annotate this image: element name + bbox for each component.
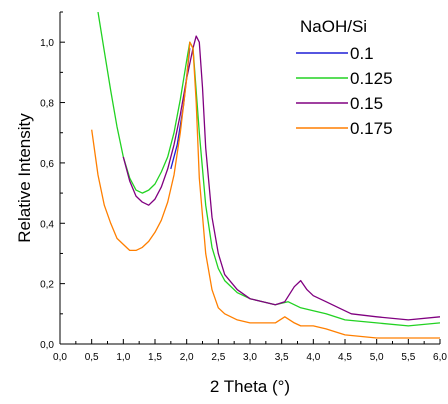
y-tick-label: 0,4 bbox=[40, 219, 54, 230]
series-line-0.175 bbox=[91, 41, 440, 339]
x-ticks: 0,0 0,5 1,0 1,5 2,0 2,5 3,0 3,5 4,0 4,5 5,0 5,5 6,0 bbox=[53, 339, 447, 363]
x-tick-label: 2,5 bbox=[211, 352, 225, 363]
x-tick-label: 3,5 bbox=[275, 352, 289, 363]
y-tick-label: 1,0 bbox=[40, 38, 54, 49]
x-tick-label: 5,0 bbox=[370, 352, 384, 363]
y-ticks: 0,0 0,2 0,4 0,6 0,8 1,0 bbox=[40, 11, 65, 351]
series-line-0.1 bbox=[170, 48, 191, 170]
y-tick-label: 0,0 bbox=[40, 340, 54, 351]
legend: NaOH/Si 0.1 0.125 0.15 0.175 bbox=[296, 17, 393, 138]
x-tick-label: 3,0 bbox=[243, 352, 257, 363]
x-tick-label: 6,0 bbox=[433, 352, 447, 363]
legend-label: 0.175 bbox=[350, 119, 393, 138]
x-axis-title: 2 Theta (°) bbox=[210, 377, 290, 396]
series-line-0.15 bbox=[122, 35, 440, 321]
legend-label: 0.15 bbox=[350, 94, 383, 113]
y-axis-title: Relative Intensity bbox=[15, 113, 34, 243]
y-tick-label: 0,8 bbox=[40, 99, 54, 110]
legend-label: 0.125 bbox=[350, 69, 393, 88]
plot-area bbox=[91, 12, 440, 339]
x-tick-label: 0,0 bbox=[53, 352, 67, 363]
legend-label: 0.1 bbox=[350, 44, 374, 63]
x-tick-label: 0,5 bbox=[85, 352, 99, 363]
x-tick-label: 4,5 bbox=[338, 352, 352, 363]
y-tick-label: 0,6 bbox=[40, 159, 54, 170]
x-tick-label: 2,0 bbox=[180, 352, 194, 363]
x-tick-label: 4,0 bbox=[306, 352, 320, 363]
x-tick-label: 1,0 bbox=[116, 352, 130, 363]
series-line-0.125 bbox=[97, 12, 440, 327]
x-tick-label: 5,5 bbox=[401, 352, 415, 363]
x-tick-label: 1,5 bbox=[148, 352, 162, 363]
y-tick-label: 0,2 bbox=[40, 280, 54, 291]
axes bbox=[59, 12, 440, 345]
legend-title: NaOH/Si bbox=[300, 17, 367, 36]
